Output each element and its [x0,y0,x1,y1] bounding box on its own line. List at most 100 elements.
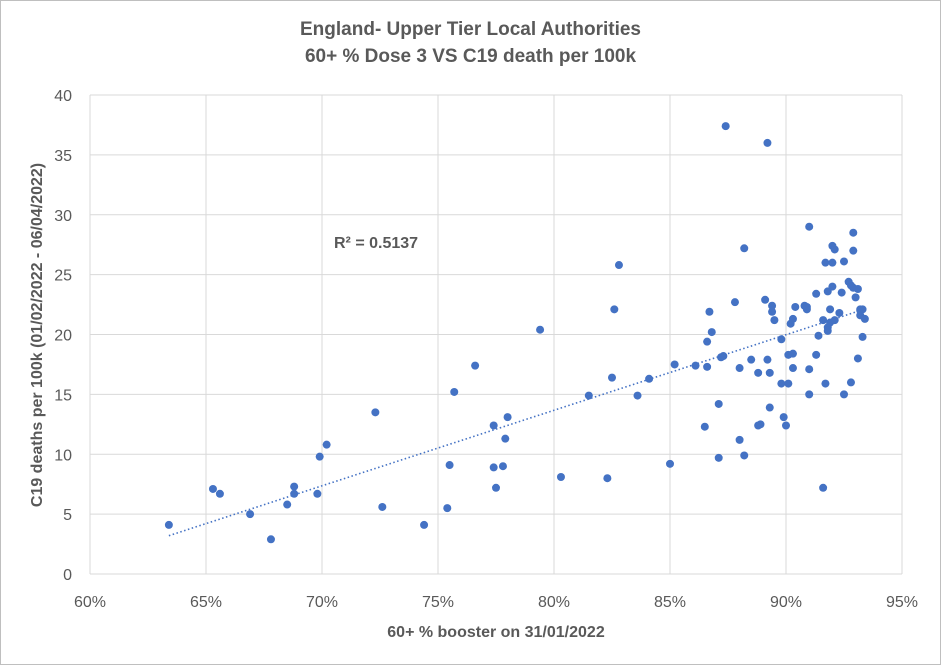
data-point [290,482,299,491]
y-tick-label: 20 [54,328,72,345]
data-point [735,364,744,373]
data-point [830,245,839,254]
data-point [777,335,786,344]
data-point [754,368,763,377]
data-point [849,246,858,255]
data-point [765,403,774,412]
data-point [215,489,224,498]
data-point [747,355,756,364]
data-point [821,379,830,388]
data-point [498,462,507,471]
data-point [768,307,777,316]
data-point [779,413,788,422]
chart-title: England- Upper Tier Local Authorities 60… [0,16,941,70]
data-point [503,413,512,422]
data-point [805,222,814,231]
data-point [840,257,848,266]
data-point [828,282,837,291]
data-point [853,284,862,293]
data-point [445,461,454,470]
data-point [489,421,498,430]
data-point [814,331,823,340]
data-point [830,316,839,325]
data-point [735,435,744,444]
chart-title-line-2: 60+ % Dose 3 VS C19 death per 100k [304,46,637,67]
x-axis-title: 60+ % booster on 31/01/2022 [387,624,605,641]
data-point [765,368,774,377]
data-point [700,422,709,431]
data-point [819,483,828,492]
data-point [556,473,565,482]
data-point [846,378,855,387]
data-point [420,520,429,529]
data-point [450,387,459,396]
data-point [763,138,772,147]
data-point [666,459,674,468]
data-point [826,305,835,314]
data-point [812,350,821,359]
data-point [763,355,772,364]
data-point [840,390,848,399]
data-point [721,122,730,131]
data-point [770,316,779,325]
x-tick-label: 70% [306,594,338,611]
data-point [782,421,790,430]
data-point [603,474,612,483]
data-point [851,293,860,302]
data-point [283,500,292,509]
y-tick-label: 10 [54,447,72,464]
r-squared-annotation: R² = 0.5137 [334,235,418,252]
y-tick-label: 30 [54,208,72,225]
data-point [756,420,765,429]
data-point [536,325,545,334]
data-point [707,328,716,337]
x-tick-label: 65% [190,594,222,611]
y-tick-label: 40 [54,88,72,105]
y-tick-label: 15 [54,387,72,404]
data-point [805,365,814,374]
data-point [849,228,858,237]
data-point [853,354,862,363]
data-point [812,289,821,298]
data-point [670,360,679,369]
data-point [322,440,331,449]
data-point [819,316,828,325]
data-point [860,314,869,323]
data-point [858,332,867,341]
data-point [246,510,255,519]
data-point [714,399,723,408]
y-tick-label: 5 [63,507,72,524]
data-point [788,349,797,358]
data-point [313,489,322,498]
data-point [740,451,749,460]
y-axis-title: C19 deaths per 100k (01/02/2022 - 06/04/… [29,163,46,507]
data-point [714,453,723,462]
data-point [492,483,500,492]
data-point [719,352,728,361]
data-point [164,520,173,529]
data-point [740,244,749,253]
trendline [168,309,861,537]
data-point [705,307,714,316]
data-point [610,305,619,314]
data-point [471,361,480,370]
y-axis-ticks: 0 5 10 15 20 25 30 35 40 [54,88,72,584]
data-point [828,258,837,267]
data-point [315,452,324,461]
data-point [788,364,797,373]
data-point [614,261,623,270]
data-point [777,379,786,388]
data-point [443,504,452,513]
data-point [835,308,844,317]
data-point [730,298,739,307]
x-axis-ticks: 60% 65% 70% 75% 80% 85% 90% 95% [74,594,918,611]
data-point [768,301,777,310]
data-point [290,489,299,498]
data-point [837,288,846,297]
trendline-group [168,309,861,537]
x-tick-label: 80% [538,594,570,611]
data-point [802,305,811,314]
x-tick-label: 90% [770,594,802,611]
